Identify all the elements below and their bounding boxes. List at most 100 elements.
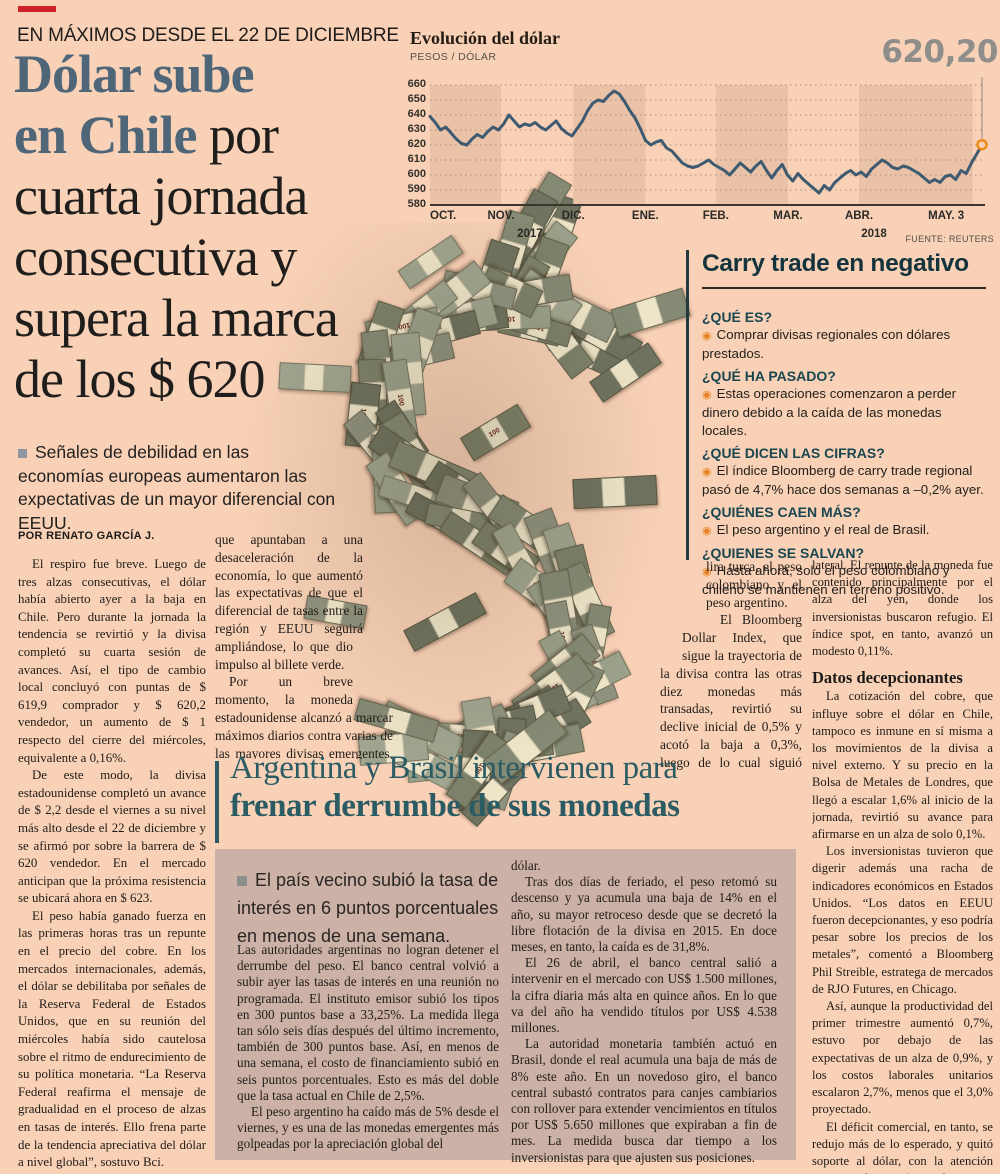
- carry-question: ¿QUIENES SE SALVAN?: [702, 545, 865, 561]
- chart-latest-value: 620,20: [881, 34, 998, 70]
- chart-y-tick-label: 640: [407, 108, 426, 120]
- secondary-headline: Argentina y Brasil intervienen para fren…: [230, 749, 830, 825]
- chart-year-label: 2017: [517, 228, 543, 240]
- secondary-column-left: Las autoridades argentinas no logran det…: [237, 942, 499, 1154]
- chart-y-tick-label: 650: [407, 93, 426, 105]
- body-paragraph: El peso había ganado fuerza en las prime…: [18, 908, 206, 1170]
- headline-accent: en Chile: [14, 105, 198, 165]
- chart-x-tick-label: NOV.: [487, 210, 515, 222]
- secondary-headline-line2: frenar derrumbe de sus monedas: [230, 788, 680, 824]
- chart-x-tick-label: FEB.: [702, 210, 729, 222]
- body-column-2: que apuntaban a una desaceleración de la…: [215, 531, 393, 759]
- money-shading-overlay: [236, 223, 669, 781]
- chart-month-band: [573, 85, 646, 205]
- body-column-4: lateral. El repunte de la moneda fue con…: [812, 557, 993, 1174]
- body-paragraph: El déficit comercial, en tanto, se reduj…: [812, 1119, 993, 1174]
- carry-trade-box: Carry trade en negativo ¿QUÉ ES? ◉ Comprar…: [686, 250, 986, 597]
- carry-answer: ◉ El peso argentino y el real de Brasil.: [702, 522, 930, 537]
- body-paragraph: lateral. El repunte de la moneda fue con…: [812, 558, 993, 659]
- chart-unit-label: PESOS / DÓLAR: [410, 51, 497, 63]
- chart-month-band: [715, 85, 788, 205]
- kicker: EN MÁXIMOS DESDE EL 22 DE DICIEMBRE: [17, 25, 399, 46]
- chart-year-label: 2018: [861, 228, 887, 240]
- chart-plot-area: [428, 77, 988, 206]
- secondary-paragraph: dólar.: [511, 858, 541, 873]
- chart-x-tick-label: DIC.: [561, 210, 585, 222]
- secondary-headline-line1: Argentina y Brasil intervienen para: [230, 750, 678, 786]
- body-paragraph: Así, aunque la productividad del primer …: [812, 999, 993, 1117]
- body-paragraph: El Bloomberg Dollar Index, que sigue la …: [660, 612, 802, 770]
- dollar-evolution-chart: Evolución del dólar PESOS / DÓLAR 620,20…: [400, 26, 1000, 252]
- headline-text: por: [196, 105, 279, 165]
- secondary-lead-square-bullet: [237, 876, 247, 886]
- carry-answer: ◉ Comprar divisas regionales con dólares …: [702, 327, 951, 361]
- bullet-icon: ◉: [702, 330, 712, 342]
- headline-line: de los $ 620: [14, 349, 424, 410]
- body-paragraph: que apuntaban a una desaceleración de la…: [215, 532, 363, 672]
- chart-title: Evolución del dólar: [410, 28, 561, 48]
- chart-source: FUENTE: REUTERS: [905, 234, 994, 244]
- carry-box-title: Carry trade en negativo: [702, 250, 969, 277]
- chart-data-line: [428, 89, 984, 195]
- body-column-3: lira turca, el peso colombiano y el peso…: [660, 558, 802, 770]
- secondary-headline-bar: [215, 761, 219, 843]
- image-wrap-spacer: [353, 643, 393, 701]
- bullet-icon: ◉: [702, 525, 712, 537]
- lead-square-bullet: [18, 449, 27, 458]
- dollar-sign-money-collage: 1001001001001001001001001001001001001001…: [195, 171, 710, 828]
- headline-text: supera la marca: [14, 288, 339, 348]
- headline-line: en Chile por: [14, 105, 424, 166]
- headline-text: de los $ 620: [14, 349, 265, 409]
- chart-y-tick-label: 660: [407, 78, 426, 90]
- chart-x-tick-label: MAY. 3: [928, 210, 965, 222]
- bullet-icon: ◉: [702, 566, 712, 578]
- body-paragraph: Por un breve momento, la moneda estadoun…: [215, 674, 393, 759]
- body-paragraph: De este modo, la divisa estadounidense c…: [18, 768, 206, 906]
- chart-y-tick-label: 610: [407, 153, 426, 165]
- chart-x-tick-label: OCT.: [430, 210, 457, 222]
- secondary-column-right: dólar. Tras dos días de feriado, el peso …: [511, 858, 777, 1165]
- chart-y-tick-label: 590: [407, 183, 426, 195]
- chart-y-tick-label: 600: [407, 168, 426, 180]
- secondary-paragraph: El 26 de abril, el banco central salió a…: [511, 955, 777, 1036]
- bullet-icon: ◉: [702, 389, 712, 401]
- chart-x-tick-label: MAR.: [773, 210, 803, 222]
- headline-accent: Dólar sube: [14, 44, 255, 104]
- body-column-1: El respiro fue breve. Luego de tres alza…: [18, 556, 206, 1174]
- body-paragraph: La cotización del cobre, que influye sob…: [812, 689, 993, 842]
- secondary-paragraph: Las autoridades argentinas no logran det…: [237, 942, 499, 1103]
- carry-answer: ◉ Estas operaciones comenzaron a perder d…: [702, 386, 957, 438]
- secondary-paragraph: La autoridad monetaria también actuó en …: [511, 1036, 777, 1165]
- headline-text: consecutiva y: [14, 227, 297, 287]
- image-wrap-spacer: [660, 614, 682, 654]
- carry-box-qa-list: ¿QUÉ ES? ◉ Comprar divisas regionales con …: [702, 309, 986, 599]
- chart-y-tick-label: 630: [407, 123, 426, 135]
- headline-line: supera la marca: [14, 288, 424, 349]
- byline: POR RENATO GARCÍA J.: [18, 530, 155, 542]
- headline-line: cuarta jornada: [14, 166, 424, 227]
- secondary-paragraph: El peso argentino ha caído más de 5% des…: [237, 1104, 499, 1152]
- headline-line: consecutiva y: [14, 227, 424, 288]
- headline-text: cuarta jornada: [14, 166, 308, 226]
- lead-text: Señales de debilidad en las economías eu…: [18, 442, 336, 533]
- carry-question: ¿QUIÉNES CAEN MÁS?: [702, 504, 861, 520]
- image-wrap-spacer: [660, 558, 706, 614]
- carry-question: ¿QUÉ HA PASADO?: [702, 368, 836, 384]
- chart-end-marker: [976, 138, 988, 151]
- secondary-lead: El país vecino subió la tasa de interés …: [237, 866, 505, 950]
- headline-line: Dólar sube: [14, 44, 424, 105]
- body-subhead: Datos decepcionantes: [812, 668, 963, 688]
- carry-answer: ◉ Hasta ahora, solo el peso colombiano y …: [702, 563, 950, 597]
- body-paragraph: Los inversionistas tuvieron que digerir …: [812, 844, 993, 996]
- carry-box-rule: [702, 287, 986, 289]
- image-wrap-spacer: [363, 585, 393, 643]
- secondary-lead-text: El país vecino subió la tasa de interés …: [237, 870, 499, 946]
- carry-answer: ◉ El índice Bloomberg de carry trade regi…: [702, 463, 984, 497]
- chart-x-tick-label: ENE.: [631, 210, 659, 222]
- chart-y-tick-label: 580: [407, 198, 426, 210]
- bullet-icon: ◉: [702, 466, 712, 478]
- secondary-paragraph: Tras dos días de feriado, el peso retomó…: [511, 874, 777, 955]
- secondary-article-box: El país vecino subió la tasa de interés …: [215, 849, 796, 1160]
- chart-y-tick-label: 620: [407, 138, 426, 150]
